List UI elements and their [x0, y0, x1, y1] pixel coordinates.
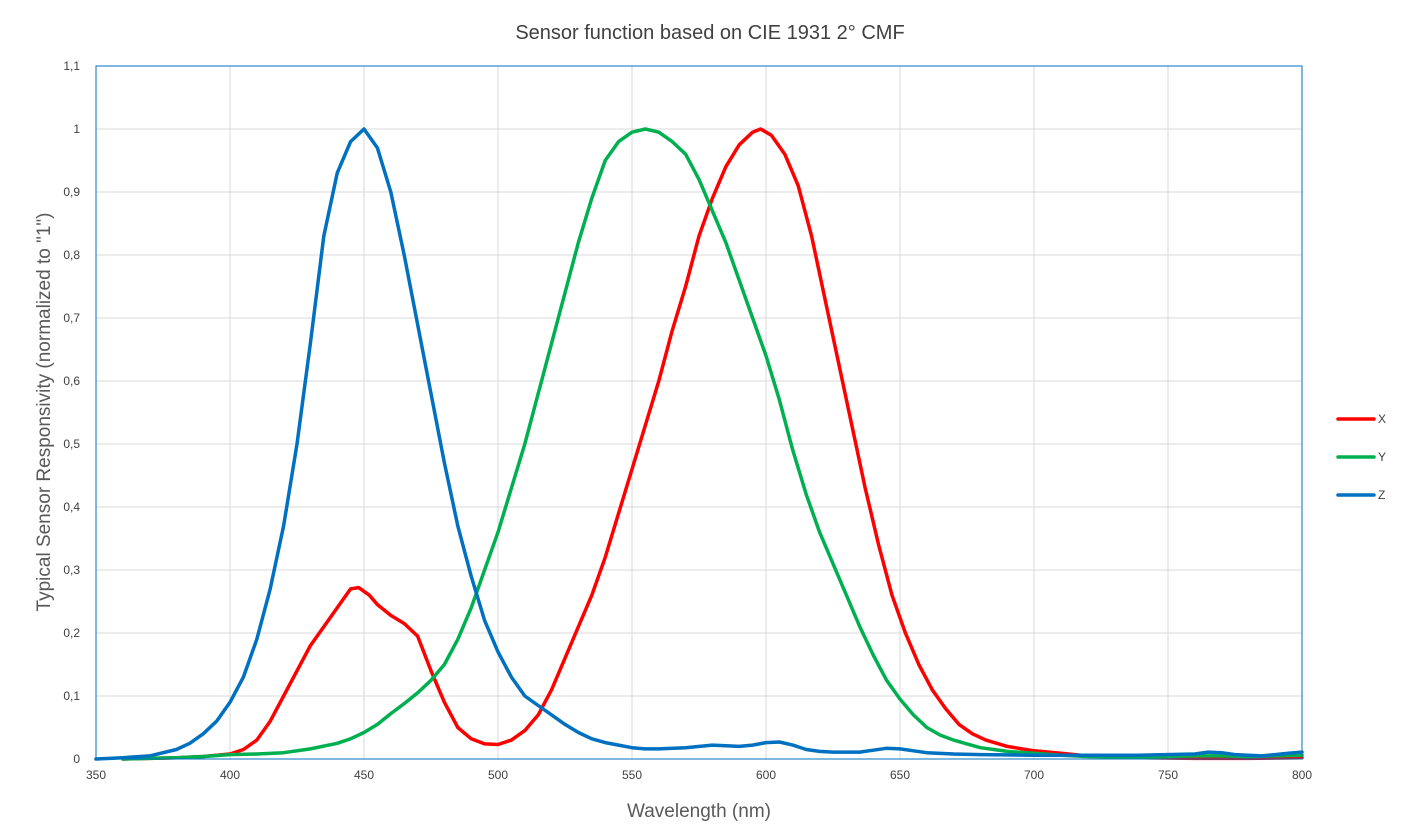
- series-line-x: [121, 127, 1304, 761]
- y-tick-label: 1,1: [63, 59, 80, 73]
- y-tick-label: 0,6: [63, 374, 80, 388]
- x-axis-ticks: 350 400 450 500 550 600 650 700 750 800: [86, 768, 1312, 782]
- y-tick-label: 0,5: [63, 437, 80, 451]
- x-tick-label: 350: [86, 768, 106, 782]
- y-axis-ticks: 0 0,1 0,2 0,3 0,4 0,5 0,6 0,7 0,8 0,9 1 1,1: [63, 59, 80, 766]
- legend-label-z: Z: [1378, 488, 1385, 502]
- y-tick-label: 0,1: [63, 689, 80, 703]
- plot-area-frame: [95, 65, 1303, 760]
- x-tick-label: 700: [1024, 768, 1044, 782]
- legend-label-x: X: [1378, 412, 1386, 426]
- x-tick-label: 750: [1158, 768, 1178, 782]
- y-tick-label: 0,8: [63, 248, 80, 262]
- x-tick-label: 650: [890, 768, 910, 782]
- gridlines: [95, 65, 1303, 760]
- x-tick-label: 800: [1292, 768, 1312, 782]
- y-tick-label: 0,7: [63, 311, 80, 325]
- y-tick-label: 0,4: [63, 500, 80, 514]
- series-lines: [94, 127, 1304, 761]
- chart-title: Sensor function based on CIE 1931 2° CMF: [515, 22, 904, 44]
- y-tick-label: 1: [73, 122, 80, 136]
- y-tick-label: 0,3: [63, 563, 80, 577]
- legend: X Y Z: [1336, 412, 1386, 502]
- legend-label-y: Y: [1378, 450, 1386, 464]
- y-tick-label: 0,2: [63, 626, 80, 640]
- y-tick-label: 0,9: [63, 185, 80, 199]
- x-tick-label: 400: [220, 768, 240, 782]
- x-tick-label: 500: [488, 768, 508, 782]
- series-line-z: [94, 127, 1304, 761]
- x-tick-label: 450: [354, 768, 374, 782]
- y-tick-label: 0: [73, 752, 80, 766]
- x-tick-label: 600: [756, 768, 776, 782]
- y-axis-title: Typical Sensor Responsivity (normalized …: [34, 213, 55, 612]
- x-tick-label: 550: [622, 768, 642, 782]
- x-axis-title: Wavelength (nm): [627, 801, 771, 822]
- series-line-y: [121, 127, 1304, 761]
